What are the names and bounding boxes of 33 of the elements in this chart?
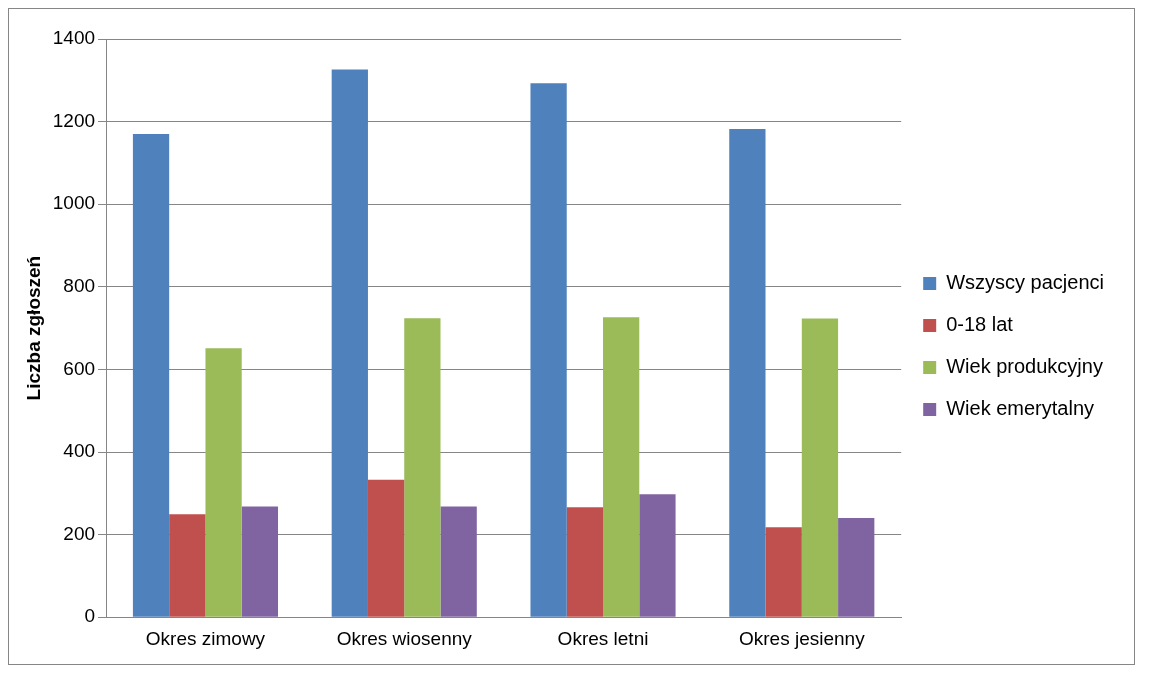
bar — [132, 133, 170, 617]
bar — [566, 507, 604, 617]
x-tick-label: Okres jesienny — [738, 627, 866, 649]
bar — [603, 317, 640, 617]
bar — [765, 527, 802, 617]
bar — [440, 506, 477, 617]
x-tick-label: Okres zimowy — [145, 627, 266, 649]
y-tick-label: 200 — [63, 522, 96, 544]
y-tick-label: 800 — [63, 275, 96, 297]
bar — [241, 506, 279, 617]
bar — [838, 518, 875, 617]
bar — [367, 479, 405, 617]
bar — [404, 318, 441, 617]
y-tick-label: 600 — [63, 357, 96, 379]
x-tick-label: Okres wiosenny — [336, 627, 473, 649]
x-tick-label: Okres letni — [557, 627, 649, 649]
bar — [205, 348, 242, 617]
y-axis-title: Liczba zgłoszeń — [22, 255, 44, 401]
legend-label: Wszyscy pacjenci — [946, 271, 1104, 294]
legend-label: Wiek produkcyjny — [946, 355, 1103, 378]
y-tick-label: 1000 — [52, 192, 96, 214]
y-tick-label: 1200 — [52, 109, 96, 131]
bar — [801, 318, 839, 617]
bar — [331, 69, 368, 617]
bar — [169, 514, 206, 617]
y-tick-label: 400 — [63, 440, 96, 462]
y-tick-label: 0 — [84, 605, 96, 627]
bar — [639, 494, 676, 617]
bar — [530, 83, 567, 617]
bar — [729, 129, 766, 617]
legend-label: 0-18 lat — [946, 313, 1014, 336]
y-tick-label: 1400 — [52, 27, 96, 49]
legend-label: Wiek emerytalny — [946, 397, 1094, 420]
